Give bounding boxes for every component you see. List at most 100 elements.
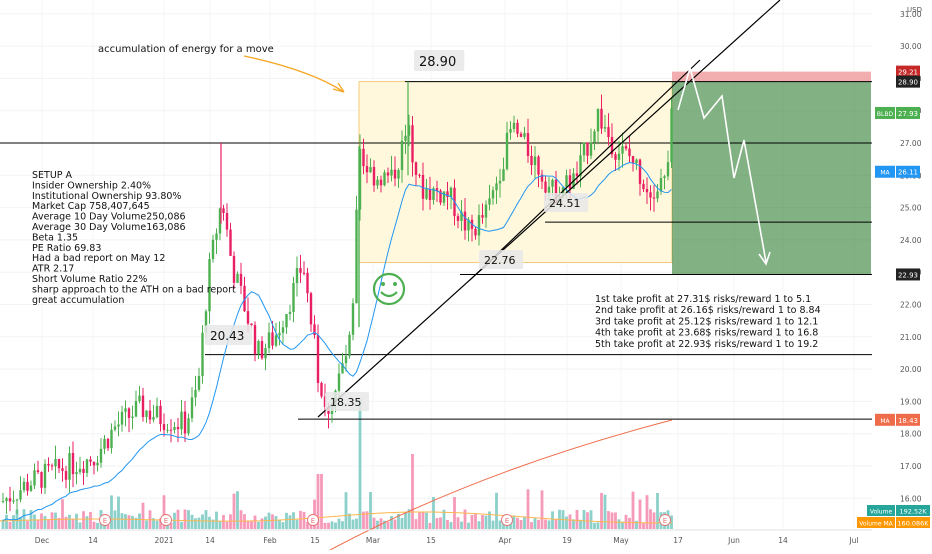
volume-bar: [456, 517, 460, 529]
volume-bar: [603, 494, 607, 529]
volume-bar: [131, 515, 134, 529]
point-label: 22.76: [484, 254, 516, 267]
candle-body: [411, 125, 414, 163]
volume-bar: [649, 509, 652, 529]
volume-bar: [488, 511, 491, 529]
volume-bar: [239, 510, 243, 529]
volume-bar: [614, 512, 617, 529]
candle-body: [320, 382, 323, 397]
volume-bar: [446, 519, 449, 529]
volume-bar: [173, 512, 176, 529]
candle-body: [358, 148, 362, 210]
price-tag-text: 18.43: [898, 417, 918, 425]
candle-body: [474, 228, 477, 236]
price-tag-name-text: MA: [880, 170, 890, 177]
candle-body: [15, 499, 19, 501]
candle-body: [533, 156, 537, 166]
volume-bar: [355, 518, 358, 529]
candle-body: [523, 133, 526, 137]
candle-body: [642, 183, 645, 190]
volume-bar: [176, 509, 180, 529]
candle-body: [526, 133, 530, 156]
candle-body: [659, 178, 663, 192]
candle-body: [152, 417, 155, 420]
candle-body: [638, 159, 642, 184]
volume-bar: [544, 519, 547, 529]
price-tag: [896, 65, 920, 78]
volume-bar: [152, 518, 155, 529]
annotation-text: accumulation of energy for a move: [98, 44, 274, 55]
candle-body: [635, 159, 638, 164]
point-label: 24.51: [549, 197, 581, 210]
volume-bar: [404, 512, 407, 529]
candle-body: [575, 173, 579, 177]
volume-bar: [460, 521, 463, 529]
x-tick-label: Dec: [35, 536, 50, 545]
volume-bar: [439, 517, 442, 529]
volume-bar: [344, 492, 348, 529]
volume-bar: [110, 495, 113, 529]
volume-bar: [243, 514, 246, 529]
candle-body: [421, 174, 425, 199]
annotation-arrow: [243, 55, 345, 93]
price-tag: [896, 413, 920, 426]
price-tag-text: 27.93: [898, 110, 918, 118]
point-label-bg: [479, 250, 524, 269]
volume-bar: [264, 516, 267, 529]
candle-body: [593, 131, 596, 143]
candle-body: [561, 187, 565, 198]
volume-bar: [120, 513, 124, 529]
volume-bar: [575, 509, 579, 529]
volume-bar: [113, 510, 117, 529]
x-tick-label: Apr: [499, 536, 513, 545]
volume-bar: [386, 521, 390, 529]
volume-bar: [285, 512, 288, 529]
horizontal-levels: [0, 81, 872, 420]
volume-tag-name: [867, 505, 895, 516]
candle-body: [383, 172, 386, 186]
candle-body: [243, 285, 246, 312]
volume-bar: [425, 512, 428, 529]
volume-bar: [201, 514, 204, 529]
candle-body: [537, 156, 540, 175]
volume-bar: [124, 514, 127, 529]
price-tag-name: [875, 106, 895, 119]
volume-bar: [197, 517, 201, 529]
candle-body: [379, 179, 383, 186]
volume-bar: [530, 522, 533, 529]
take-profit-note: 1st take profit at 27.31$ risks/reward 1…: [595, 294, 811, 305]
candle-body: [89, 459, 92, 462]
price-tag-name: [875, 413, 895, 426]
volume-bar: [47, 519, 50, 529]
volume-bar: [29, 510, 33, 529]
volume-tag-name: [857, 517, 895, 528]
price-tag-text: 22.93: [898, 271, 918, 279]
candle-body: [236, 273, 239, 283]
volume-bar: [400, 518, 404, 529]
volume-bar: [134, 517, 138, 529]
volume-bar: [589, 510, 593, 529]
volume-bar: [372, 517, 376, 529]
candle-body: [376, 179, 379, 186]
candle-body: [316, 335, 320, 383]
take-profit-note: 3rd take profit at 25.12$ risks/reward 1…: [595, 316, 818, 327]
volume-bar: [295, 519, 299, 529]
volume-bar: [92, 521, 96, 529]
volume-bar: [365, 511, 369, 529]
candle-body: [656, 191, 659, 199]
fast-ma-line: [2, 162, 672, 521]
volume-bar: [670, 515, 673, 529]
earnings-marker: [307, 514, 319, 526]
volume-bar: [645, 495, 649, 529]
volume-bar: [652, 512, 656, 529]
volume-bar: [1, 519, 5, 529]
volume-bar: [551, 511, 554, 529]
volume-bar: [211, 519, 215, 529]
candle-body: [386, 172, 390, 176]
candle-body: [666, 162, 670, 177]
volume-bar: [64, 516, 68, 529]
candle-body: [652, 197, 656, 199]
volume-bar: [498, 520, 502, 529]
candle-body: [281, 327, 285, 333]
volume-bar: [85, 516, 89, 529]
